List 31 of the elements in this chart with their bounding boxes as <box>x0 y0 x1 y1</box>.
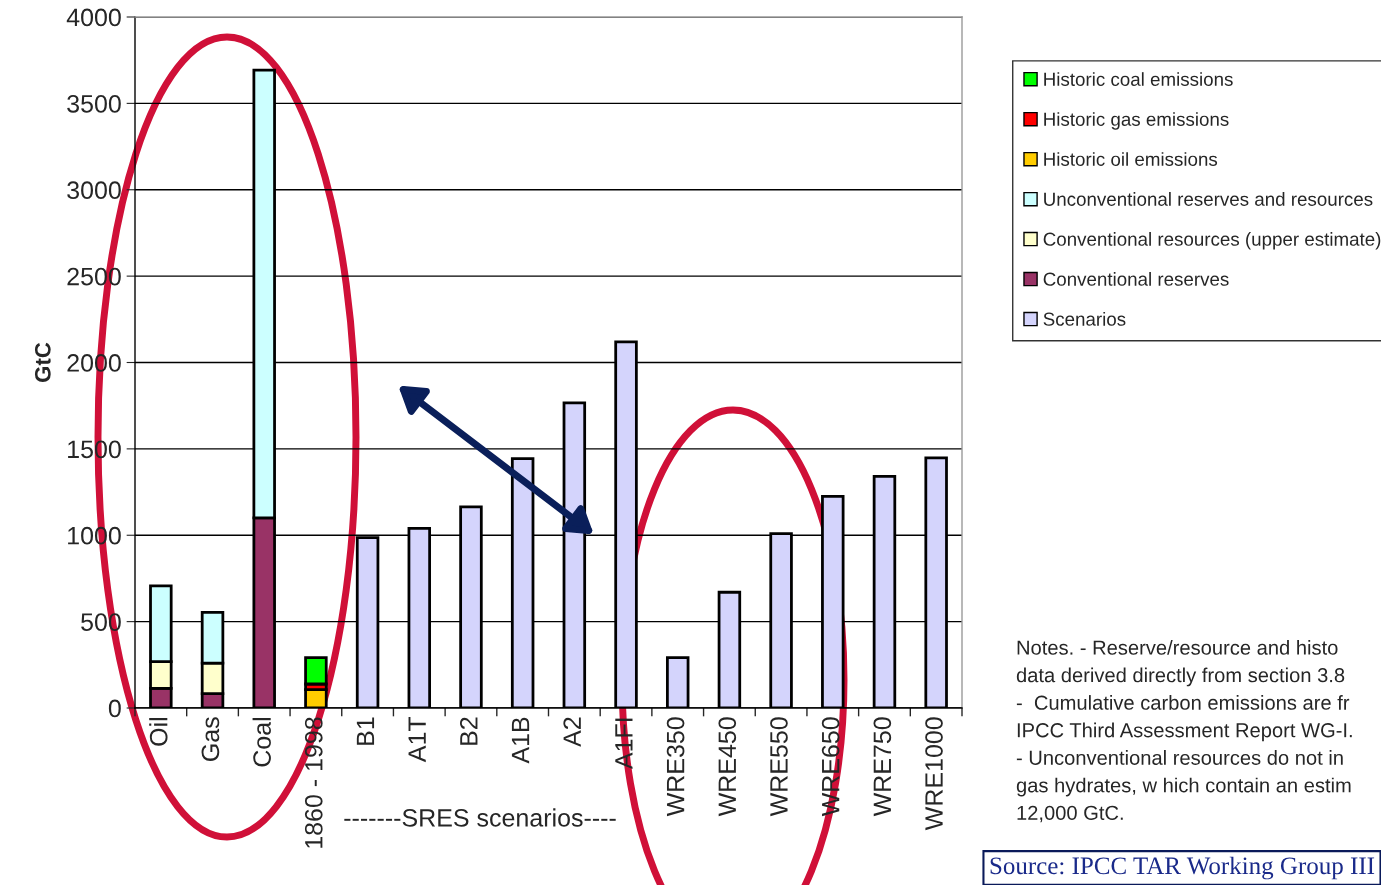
legend-label: Historic gas emissions <box>1044 112 1229 130</box>
x-tick-label: B1 <box>356 717 375 745</box>
x-tick-label: A2 <box>563 717 581 747</box>
x-tick-label: WRE750 <box>873 717 892 817</box>
x-tick-label: A1T <box>408 716 426 763</box>
text: Notes. - Reserve/resource and histo data derived directly from section 3.8 - Cumulative carbon emissions are fr IPCC Third Assessment Report WG-I. - Unconventional resources do not in gas hydrates, w hich contain an estim 12,000 GtC. <box>1016 640 1352 823</box>
x-tick-label: Coal <box>252 718 271 767</box>
legend-label: Historic oil emissions <box>1044 152 1218 166</box>
legend-label: Scenarios <box>1043 312 1126 326</box>
x-tick-label: A1B <box>511 717 530 764</box>
legend-label: Conventional reserves <box>1043 272 1229 286</box>
x-tick-label: B2 <box>459 717 478 745</box>
x-tick-label: WRE450 <box>718 717 737 817</box>
legend-label: Historic coal emissions <box>1044 72 1233 86</box>
x-tick-label: Oil <box>149 718 168 746</box>
x-tick-label: 1860 - 1998 <box>304 717 323 848</box>
y-tick-label: 0 <box>108 699 121 718</box>
x-tick-label: WRE1000 <box>925 717 943 831</box>
x-tick-label: Gas <box>201 717 220 761</box>
x-tick-label: A1FI <box>615 718 633 770</box>
y-tick-label: 4000 <box>66 8 121 27</box>
source-note: Source: IPCC TAR Working Group III <box>990 856 1375 880</box>
y-tick-label: 3500 <box>67 94 121 113</box>
legend-label: Conventional resources (upper estimate) <box>1043 232 1381 250</box>
y-tick-label: 3000 <box>67 181 121 200</box>
x-tick-label: WRE550 <box>770 717 788 817</box>
y-axis-title: GtC <box>34 342 51 382</box>
x-tick-label: WRE350 <box>666 717 685 817</box>
legend-label: Unconventional reserves and resources <box>1044 192 1373 206</box>
x-tick-label: WRE650 <box>821 717 840 817</box>
text: -------SRES scenarios---- <box>344 808 616 827</box>
